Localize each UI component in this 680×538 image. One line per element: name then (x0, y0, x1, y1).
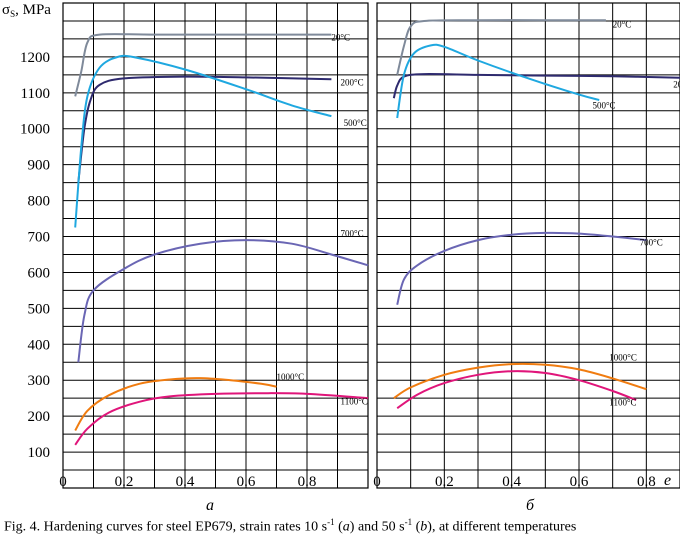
x-tick-label: 0.2 (435, 474, 454, 490)
y-axis-subscript: S (10, 9, 15, 19)
caption-b: b (420, 519, 428, 535)
y-tick-label: 700 (28, 230, 51, 246)
x-tick-label: 0.6 (237, 474, 256, 490)
x-tick-label: 0 (373, 474, 381, 490)
series-line-200C (392, 73, 680, 99)
x-tick-label: 0.2 (115, 474, 134, 490)
series-line-500C (74, 54, 332, 228)
plot-frame (376, 2, 680, 489)
y-tick-label: 1200 (20, 50, 50, 66)
panel-a-chart: 0 0.2 0.4 0.6 0.8 100 200 300 400 500 600 700 800 900… (20, 2, 369, 514)
x-tick-label: 0 (59, 474, 67, 490)
y-tick-label: 800 (28, 194, 51, 210)
y-axis-unit: , MPa (15, 2, 51, 18)
plot-frame (62, 2, 369, 489)
series-label-20C: 20°C (331, 33, 350, 43)
y-tick-label: 100 (28, 445, 51, 461)
series-label-200C: 200°C (341, 78, 364, 88)
series-label-700C: 700°C (341, 229, 364, 239)
y-tick-label: 600 (28, 265, 51, 281)
series-label-20C: 20°C (613, 19, 632, 29)
y-tick-label: 1000 (20, 122, 50, 138)
grid (62, 2, 369, 489)
series-line-1000C (74, 377, 277, 432)
series-line-1000C (393, 362, 647, 400)
series-line-500C (396, 43, 600, 119)
y-tick-label: 400 (28, 337, 51, 353)
series-label-1100C: 1100°C (341, 397, 368, 407)
series-label-500C: 500°C (592, 100, 615, 110)
panel-label: a (206, 497, 214, 514)
series-label-200C: 200°C (673, 79, 680, 89)
x-tick-label: 0.8 (298, 474, 317, 490)
caption-sup-2: -1 (404, 517, 413, 527)
x-tick-label: 0.6 (570, 474, 589, 490)
series-line-20C (74, 33, 332, 97)
y-axis-symbol: σ (2, 2, 10, 18)
x-tick-label: 0.4 (176, 474, 195, 490)
y-tick-label: 1100 (21, 86, 50, 102)
series-line-20C (396, 19, 606, 76)
series-line-200C (77, 75, 332, 183)
y-tick-label: 900 (28, 158, 51, 174)
y-tick-label: 200 (28, 409, 51, 425)
figure-caption: Fig. 4. Hardening curves for steel EP679… (4, 517, 680, 536)
caption-text-2: ( (334, 519, 343, 535)
series-label-1000C: 1000°C (609, 352, 637, 362)
caption-a: a (342, 519, 350, 535)
series-label-700C: 700°C (640, 238, 663, 248)
x-tick-label: 0.4 (502, 474, 521, 490)
caption-text-1: Fig. 4. Hardening curves for steel EP679… (4, 519, 328, 535)
caption-sup-1: -1 (327, 517, 335, 527)
series-label-500C: 500°C (344, 118, 367, 128)
x-axis-symbol: e (664, 472, 671, 489)
series-label-1000C: 1000°C (277, 372, 305, 382)
caption-text-5: ), at different temperatures (427, 519, 577, 535)
y-axis-label: σS, MPa (2, 2, 51, 19)
y-tick-label: 300 (28, 373, 51, 389)
caption-text-4: ( (412, 519, 421, 535)
series-line-700C (396, 231, 647, 306)
panel-b-chart: 0 0.2 0.4 0.6 0.8 б 20°C 200°C 500°C 700°C 1000°C 1… (373, 2, 680, 514)
caption-text-3: ) and 50 s (349, 519, 405, 535)
series-line-700C (77, 239, 369, 363)
panel-label: б (526, 497, 535, 514)
series-label-1100C: 1100°C (609, 397, 636, 407)
series-line-1100C (74, 392, 369, 446)
series-line-1100C (396, 370, 637, 410)
x-tick-label: 0.8 (637, 474, 656, 490)
y-tick-label: 500 (28, 301, 51, 317)
